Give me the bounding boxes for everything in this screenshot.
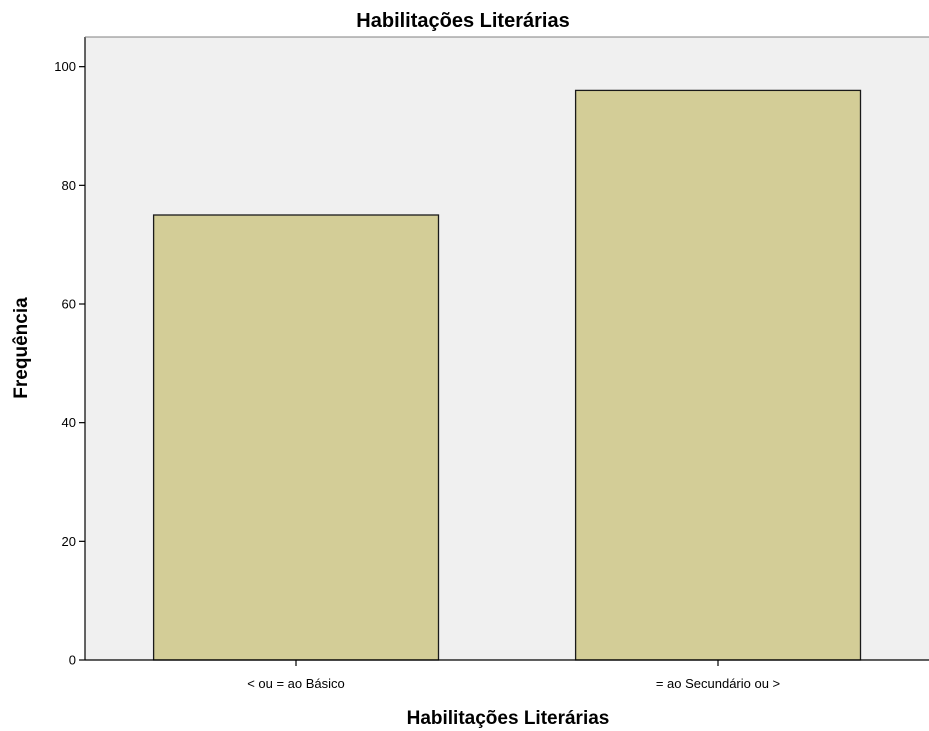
bars-group (152, 89, 862, 661)
bar-2 (574, 89, 862, 661)
x-category-label: = ao Secundário ou > (656, 676, 780, 691)
y-tick-label: 60 (62, 297, 76, 312)
x-ticks-group: < ou = ao Básico = ao Secundário ou > (247, 660, 780, 691)
y-tick-label: 20 (62, 534, 76, 549)
x-axis-title: Habilitações Literárias (407, 708, 610, 729)
chart-title: Habilitações Literárias (356, 10, 569, 32)
y-tick-label: 100 (54, 59, 76, 74)
x-category-label: < ou = ao Básico (247, 676, 345, 691)
y-tick-label: 0 (69, 653, 76, 668)
y-tick-label: 40 (62, 415, 76, 430)
y-axis-title: Frequência (11, 297, 32, 399)
y-ticks-group: 0 20 40 60 80 100 (54, 59, 85, 668)
bar-1 (152, 214, 440, 661)
y-tick-label: 80 (62, 178, 76, 193)
